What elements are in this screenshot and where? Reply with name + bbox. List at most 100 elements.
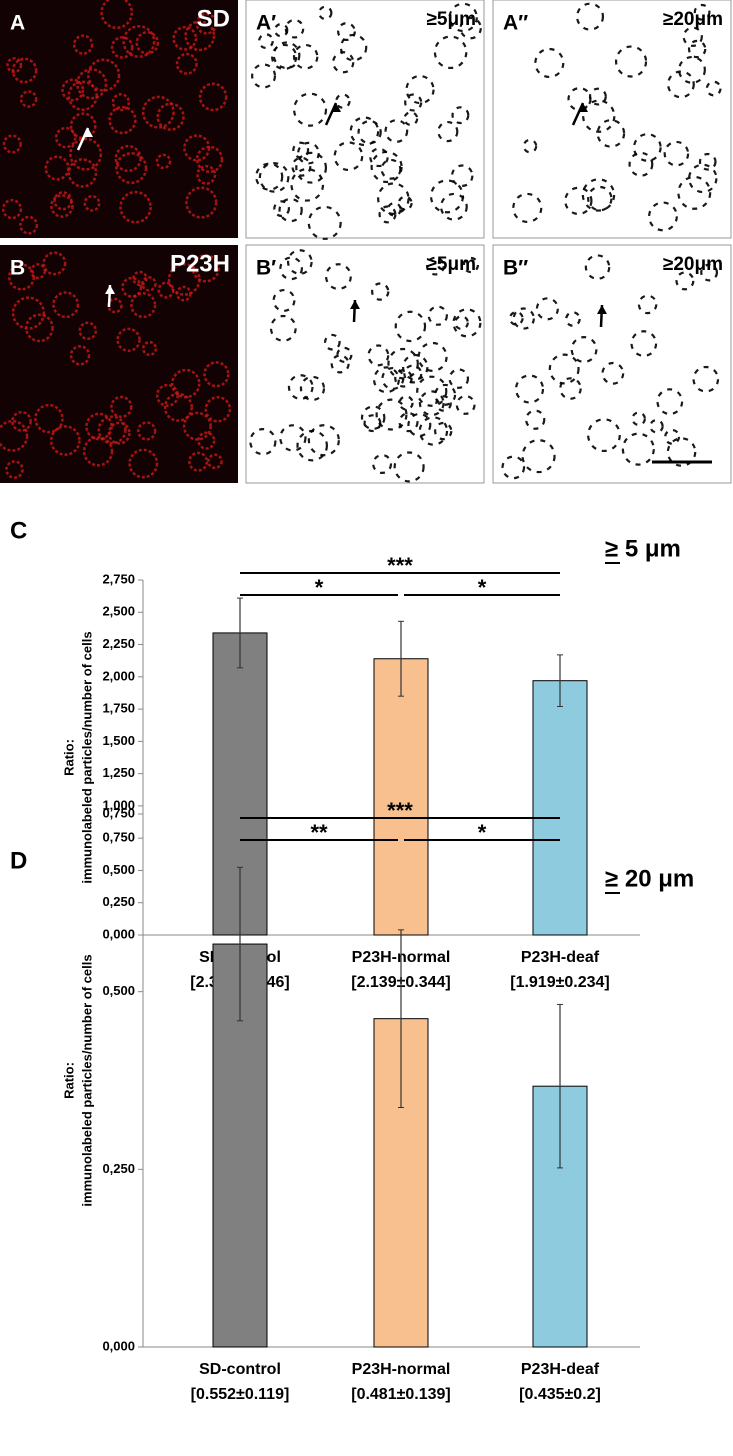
texture	[535, 297, 559, 321]
texture	[462, 256, 480, 274]
texture	[188, 451, 209, 472]
significance-label: *	[478, 575, 487, 600]
texture	[279, 256, 303, 281]
texture	[273, 22, 289, 38]
texture	[278, 197, 303, 223]
texture	[271, 43, 298, 71]
texture	[295, 151, 328, 184]
texture	[121, 276, 143, 298]
y-tick-label: 0,250	[102, 1161, 135, 1176]
x-tick-label: P23H-deaf	[521, 1361, 600, 1378]
texture	[196, 164, 217, 185]
texture	[157, 281, 175, 299]
texture	[273, 200, 291, 218]
texture	[251, 63, 277, 89]
x-tick-label: SD-control	[199, 1361, 281, 1378]
texture	[663, 140, 690, 167]
texture	[279, 424, 307, 452]
texture	[588, 87, 607, 106]
panel-label: A	[10, 12, 25, 35]
texture	[137, 421, 157, 441]
texture	[435, 395, 452, 412]
texture	[666, 437, 697, 467]
texture	[195, 12, 218, 35]
panel-tag: ≥20μm	[663, 9, 723, 30]
texture	[128, 448, 159, 479]
texture	[459, 16, 482, 40]
texture	[675, 271, 695, 291]
texture	[141, 340, 158, 357]
size-label: ≥ 20 μm	[605, 865, 694, 892]
texture	[323, 333, 341, 351]
texture	[418, 416, 449, 446]
y-tick-label: 1,000	[102, 797, 135, 812]
significance-label: *	[478, 820, 487, 845]
texture	[255, 162, 284, 191]
texture	[207, 453, 223, 470]
panel-label: D	[10, 847, 27, 874]
texture	[203, 361, 230, 388]
bar	[373, 1018, 429, 1348]
texture	[6, 57, 23, 74]
texture	[631, 411, 646, 426]
texture	[582, 99, 616, 133]
texture	[452, 308, 482, 338]
texture	[384, 119, 409, 143]
panel-tag: ≥5μm	[426, 9, 476, 30]
texture	[269, 314, 297, 342]
binary-image	[245, 244, 485, 484]
texture	[614, 45, 648, 78]
texture	[372, 453, 393, 474]
texture	[107, 421, 131, 445]
texture	[398, 412, 419, 433]
texture	[1, 198, 23, 220]
texture	[693, 3, 711, 21]
y-tick-label: 0,500	[102, 983, 135, 998]
texture	[11, 410, 32, 432]
y-axis-label: immunolabeled particles/number of cells	[79, 631, 94, 883]
texture	[700, 263, 719, 282]
panel-label: B″	[503, 257, 528, 280]
texture	[601, 361, 625, 385]
texture	[454, 315, 469, 331]
texture	[258, 162, 290, 193]
texture	[630, 330, 658, 357]
texture	[386, 202, 402, 217]
y-axis-label: Ratio:	[61, 739, 76, 776]
texture	[692, 365, 720, 393]
panel-label: C	[10, 517, 27, 544]
texture	[332, 51, 355, 74]
texture	[175, 285, 192, 302]
texture	[50, 194, 74, 218]
texture	[363, 414, 382, 433]
texture	[184, 20, 216, 52]
y-tick-label: 1,750	[102, 701, 135, 716]
category-note: [0.481±0.139]	[351, 1386, 451, 1403]
texture	[85, 412, 113, 441]
panel-label: A′	[256, 12, 276, 35]
texture	[284, 18, 305, 39]
texture	[570, 336, 598, 363]
texture	[360, 405, 386, 431]
size-label: ≥ 5 μm	[605, 535, 681, 562]
texture	[333, 141, 364, 172]
texture	[197, 431, 216, 450]
texture	[272, 41, 301, 70]
texture	[290, 167, 325, 202]
texture	[437, 120, 459, 143]
texture	[78, 321, 98, 341]
texture	[514, 374, 545, 404]
texture	[394, 369, 413, 388]
y-tick-label: 0,250	[102, 894, 135, 909]
texture	[434, 421, 453, 441]
texture	[434, 383, 457, 406]
texture	[183, 134, 211, 162]
texture	[67, 158, 98, 188]
texture	[584, 254, 611, 280]
y-tick-label: 0,750	[102, 805, 135, 820]
texture	[587, 418, 621, 453]
texture	[155, 383, 180, 407]
texture	[76, 68, 108, 100]
texture	[115, 152, 148, 185]
texture	[175, 52, 198, 75]
